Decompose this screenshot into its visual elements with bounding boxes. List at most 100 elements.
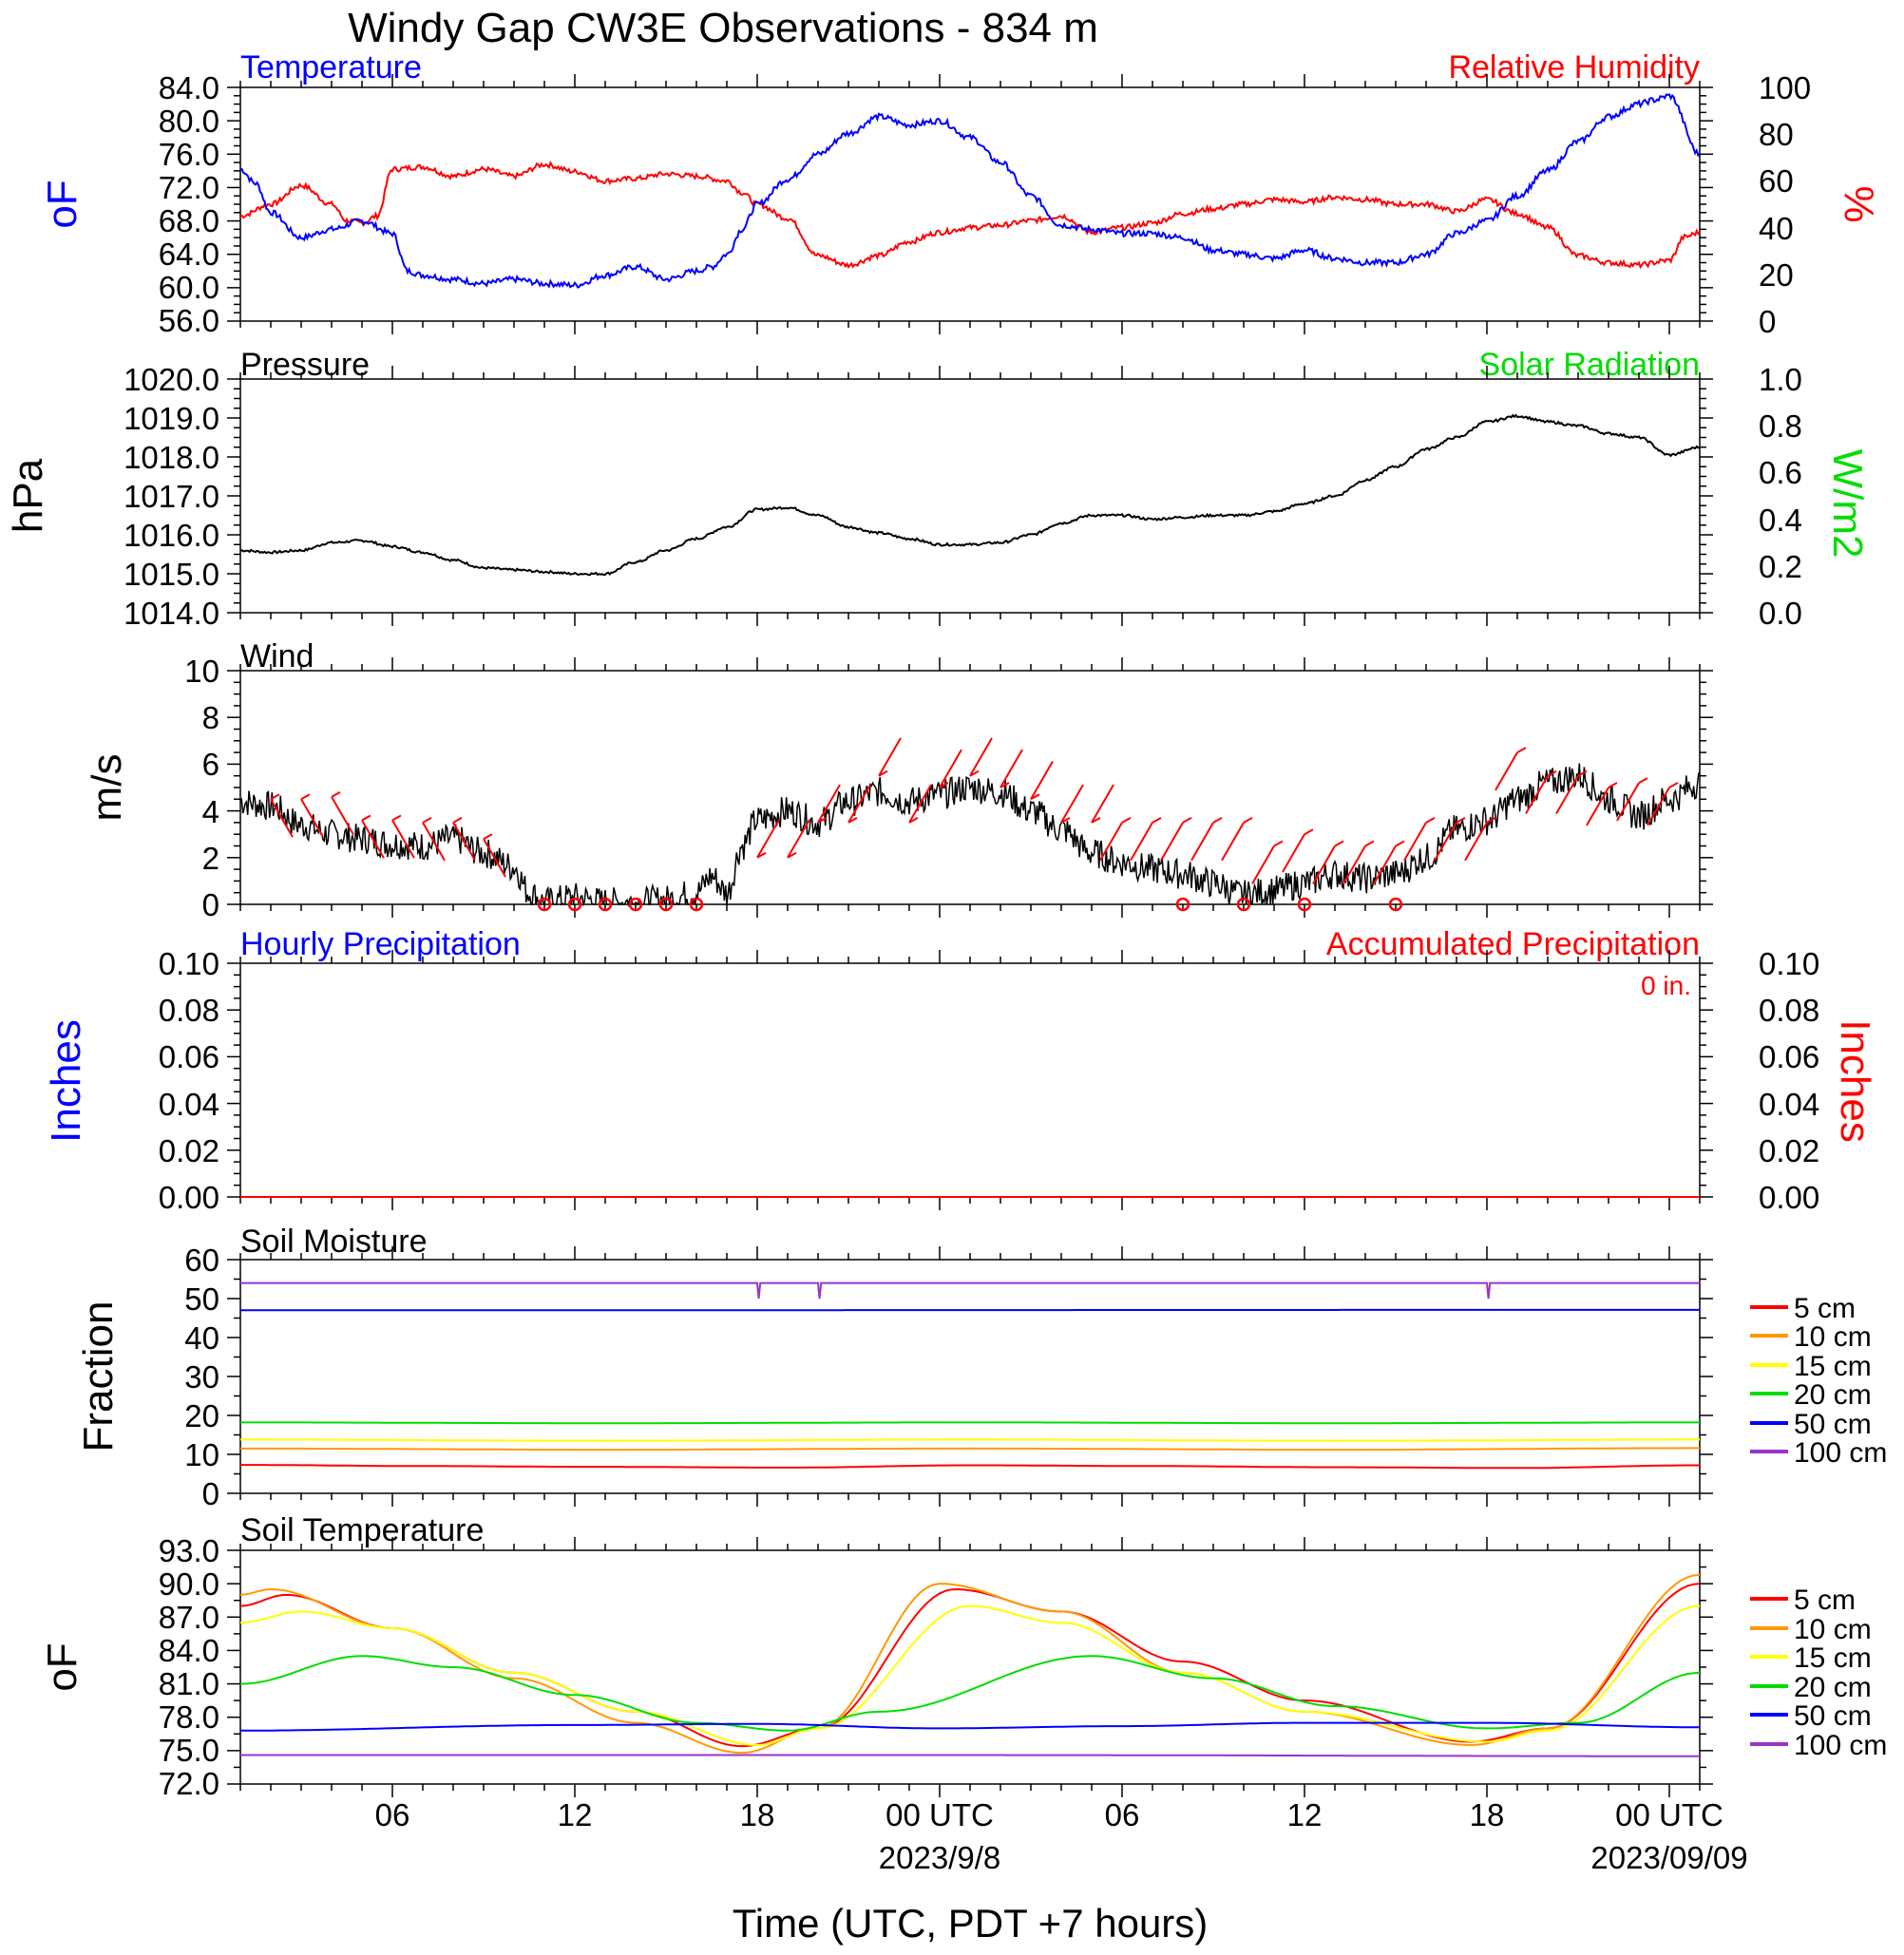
pressure-plot — [227, 366, 1713, 626]
soil-moisture-unit: Fraction — [75, 1301, 122, 1452]
wind-barb — [817, 784, 841, 824]
x-tick-label: 00 UTC — [885, 1797, 994, 1832]
calm-marker — [1236, 897, 1251, 912]
wind-barb-flag — [1334, 840, 1344, 847]
x-axis-label: Time (UTC, PDT +7 hours) — [733, 1901, 1209, 1946]
wind-barb — [1434, 817, 1466, 862]
soil-temp-plot — [227, 1537, 1713, 1797]
pressure-line — [239, 413, 1701, 577]
wind-barb-staff — [422, 822, 446, 862]
wind-barb-staff — [908, 784, 932, 824]
precip-plot — [227, 950, 1713, 1210]
wind-barb — [1647, 782, 1679, 826]
wind-barb-flag — [1638, 777, 1648, 784]
legend-label: 50 cm — [1794, 1700, 1872, 1732]
x-date-label: 2023/09/09 — [1590, 1840, 1747, 1875]
soil-temp-line-50cm — [240, 1721, 1701, 1732]
temp-tick-label: 56.0 — [159, 303, 219, 338]
wind-barb-flag — [787, 851, 797, 859]
precip-tick-label: 0.06 — [159, 1039, 219, 1074]
soil-temp-tick-label: 72.0 — [159, 1766, 219, 1801]
x-tick-label: 18 — [1470, 1797, 1505, 1832]
wind-barb-flag — [1516, 747, 1527, 753]
wind-barb-staff — [300, 798, 324, 838]
accum-tick-label: 0.04 — [1759, 1087, 1819, 1122]
wind-tick-label: 8 — [202, 700, 219, 735]
legend-label: 50 cm — [1794, 1409, 1872, 1440]
wind-barb — [422, 817, 446, 862]
calm-marker — [598, 897, 613, 912]
accum-tick-label: 0.00 — [1759, 1180, 1819, 1215]
wind-barb — [1555, 769, 1588, 815]
wind-barb-flag — [1425, 817, 1436, 824]
precip-left-ticks: 0.10 0.08 0.06 0.04 0.02 0.00 — [159, 946, 219, 1215]
wind-barb — [908, 784, 932, 824]
pressure-tick-label: 1017.0 — [124, 479, 219, 514]
wind-barb — [1282, 828, 1314, 873]
wind-barb — [847, 784, 871, 824]
temp-tick-label: 60.0 — [159, 270, 219, 305]
moisture-tick-label: 60 — [184, 1243, 219, 1278]
wind-barb-staff — [361, 819, 385, 859]
pressure-unit: hPa — [5, 458, 51, 533]
calm-marker — [658, 897, 674, 912]
wind-barb — [361, 814, 385, 859]
accum-tick-label: 0.10 — [1759, 946, 1819, 981]
wind-barb-flag — [1577, 769, 1588, 777]
temperature-unit: oF — [39, 180, 86, 228]
x-tick-label: 06 — [1105, 1797, 1140, 1832]
wind-barb — [1616, 777, 1648, 822]
temp-rh-panel: Temperature Relative Humidity oF % 84.0 … — [39, 49, 1882, 339]
wind-tick-label: 6 — [202, 747, 219, 782]
pressure-tick-label: 1016.0 — [124, 518, 219, 553]
wind-tick-label: 2 — [202, 841, 219, 876]
wind-barb-staff — [391, 819, 415, 859]
wind-barb-staff — [1091, 784, 1114, 824]
wind-unit: m/s — [84, 754, 130, 822]
wind-barb-staff — [1373, 845, 1397, 884]
wind-barb — [1403, 817, 1436, 862]
soil-temp-tick-label: 84.0 — [159, 1633, 219, 1668]
rh-tick-label: 20 — [1759, 257, 1794, 293]
x-tick-label: 12 — [558, 1797, 593, 1832]
soil-temp-line-20cm — [239, 1655, 1701, 1732]
soil-temp-tick-label: 78.0 — [159, 1699, 219, 1735]
wind-barb-staff — [1130, 822, 1153, 862]
legend-label: 5 cm — [1794, 1585, 1856, 1616]
soil-temp-title: Soil Temperature — [240, 1512, 484, 1548]
pressure-title: Pressure — [240, 347, 370, 383]
precip-tick-label: 0.08 — [159, 993, 219, 1028]
wind-barb-staff — [1647, 787, 1670, 826]
soil-temp-unit: oF — [39, 1642, 86, 1691]
wind-barb-staff — [1060, 784, 1084, 824]
calm-marker — [628, 897, 643, 912]
soil-moisture-plot — [227, 1246, 1713, 1507]
wind-barb-staff — [1403, 822, 1427, 862]
legend-label: 20 cm — [1794, 1672, 1872, 1703]
wind-barb-flag — [939, 782, 949, 788]
wind-barb — [1130, 817, 1162, 862]
legend-label: 15 cm — [1794, 1642, 1872, 1674]
wind-barb-staff — [1434, 822, 1457, 862]
x-tick-label: 00 UTC — [1615, 1797, 1723, 1832]
x-tick-label: 06 — [375, 1797, 410, 1832]
temp-tick-label: 72.0 — [159, 170, 219, 205]
solar-right-ticks: 1.0 0.8 0.6 0.4 0.2 0.0 — [1759, 362, 1802, 631]
wind-barb-flag — [878, 769, 888, 777]
wind-barb — [1342, 840, 1375, 884]
calm-marker — [567, 897, 582, 912]
wind-barb — [969, 737, 993, 777]
hourly-precip-unit: Inches — [43, 1019, 89, 1143]
legend-label: 10 cm — [1794, 1614, 1872, 1645]
wind-speed-line — [239, 763, 1701, 907]
wind-barb-flag — [1486, 817, 1496, 824]
wind-barb-flag — [270, 793, 280, 801]
calm-marker — [1297, 897, 1312, 912]
wind-barb — [1099, 817, 1132, 862]
pressure-tick-label: 1020.0 — [124, 362, 219, 397]
wind-barb — [1586, 782, 1618, 826]
accum-tick-label: 0.08 — [1759, 993, 1819, 1028]
x-tick-labels: 06 12 18 00 UTC 06 12 18 00 UTC — [375, 1797, 1723, 1832]
rh-tick-label: 60 — [1759, 163, 1794, 199]
wind-barb-staff — [817, 784, 841, 824]
